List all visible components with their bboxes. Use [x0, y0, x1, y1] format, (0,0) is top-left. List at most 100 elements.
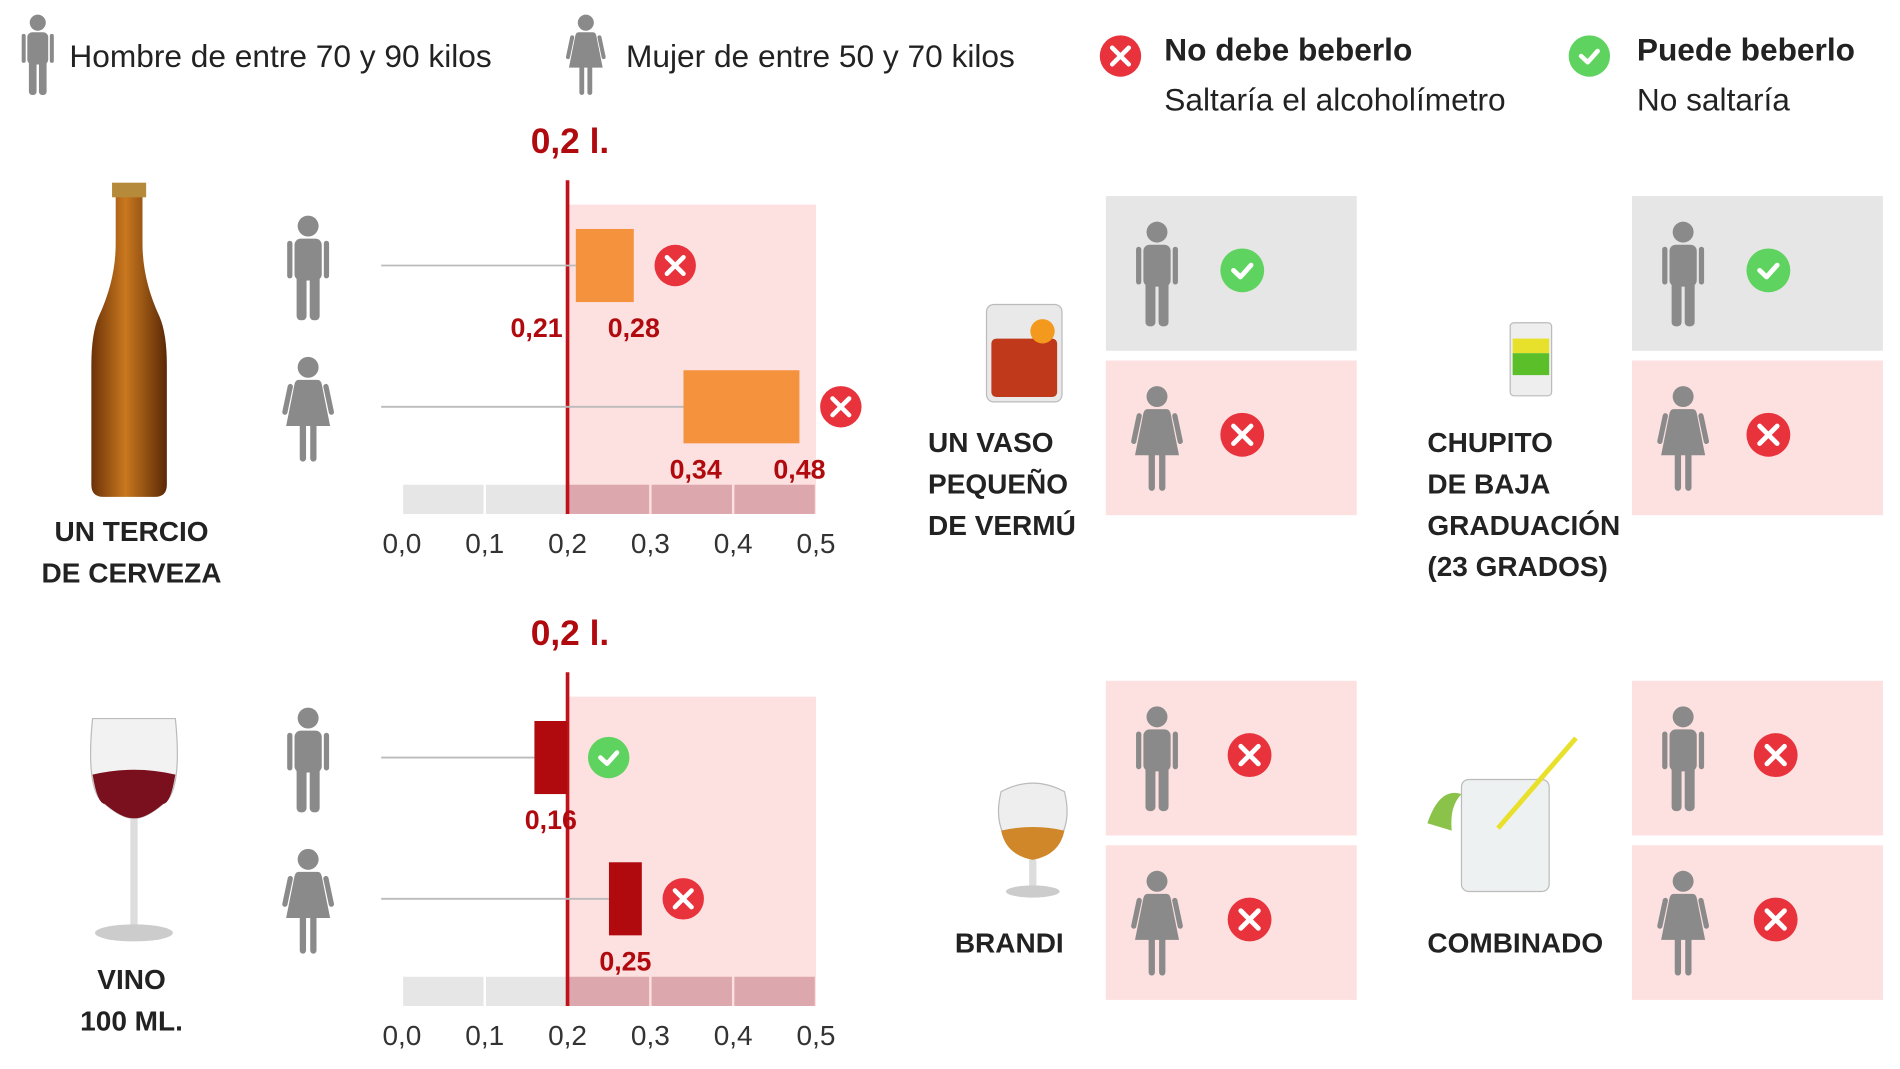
leg: [38, 59, 47, 95]
x-tick-label: 0,1: [465, 1020, 504, 1051]
dress: [1661, 409, 1706, 456]
drink-label: UN TERCIO: [55, 516, 209, 547]
value-label: 0,48: [773, 454, 825, 484]
drink-label: (23 GRADOS): [1427, 551, 1607, 582]
verdict-icon-no: [654, 244, 696, 287]
limit-label: 0,2 l.: [531, 614, 610, 653]
arm: [1698, 246, 1705, 285]
cross: [1757, 423, 1780, 446]
arm: [282, 875, 293, 907]
woman-icon: [565, 14, 606, 95]
arm: [1131, 413, 1142, 444]
axis-segment: [485, 484, 567, 514]
leg: [587, 64, 593, 95]
verdict-circle: [1568, 35, 1611, 77]
woman-icon: [1657, 386, 1710, 491]
verdict-icon-yes: [1568, 35, 1611, 77]
legend-no-text: Saltaría el alcoholímetro: [1164, 82, 1505, 118]
cross: [1238, 908, 1261, 931]
arm: [282, 383, 293, 415]
verdict-icon-no: [820, 386, 862, 428]
arm: [1698, 413, 1710, 444]
drink-label: UN VASO: [928, 427, 1053, 458]
leg: [28, 59, 37, 95]
dress: [568, 32, 603, 68]
axis-segment: [651, 484, 732, 514]
torso: [27, 32, 49, 65]
woman-icon: [282, 848, 335, 954]
drink-label: GRADUACIÓN: [1427, 510, 1620, 541]
leg: [1684, 280, 1695, 327]
limit-label: 0,2 l.: [531, 122, 610, 161]
cross: [1764, 908, 1787, 931]
torso: [1669, 729, 1697, 772]
leg: [1671, 765, 1682, 812]
woman-icon: [282, 356, 335, 462]
axis-segment: [403, 976, 484, 1006]
arm: [323, 875, 335, 907]
leg: [299, 421, 307, 462]
leg: [1158, 765, 1169, 812]
axis-segment: [485, 976, 567, 1006]
axis-segment: [734, 976, 815, 1006]
torso: [294, 730, 322, 773]
verdict-icon-yes: [1220, 248, 1265, 293]
axis-segment: [403, 484, 484, 514]
arm: [1136, 246, 1142, 285]
dress: [286, 379, 331, 426]
axis-segment: [568, 976, 650, 1006]
x-tick-label: 0,2: [548, 528, 587, 559]
arm: [287, 240, 293, 279]
arm: [1172, 413, 1183, 444]
leg: [1158, 280, 1169, 327]
leg: [299, 913, 307, 954]
leg: [296, 274, 307, 321]
x-tick-label: 0,5: [797, 1020, 836, 1051]
leg: [1674, 451, 1682, 491]
verdict-icon-no: [1753, 897, 1798, 942]
cross: [1109, 45, 1132, 67]
value-label: 0,28: [608, 313, 660, 343]
leg: [1684, 765, 1695, 812]
brandy-glass: [997, 782, 1068, 898]
drink-label: CHUPITO: [1427, 427, 1553, 458]
arm: [1131, 897, 1142, 929]
arm: [1172, 246, 1178, 285]
verdict-icon-no: [1099, 35, 1142, 77]
head: [297, 215, 319, 237]
man-icon: [1136, 706, 1178, 812]
head: [1146, 221, 1168, 243]
wine-glass: [89, 717, 178, 942]
drink-label: DE CERVEZA: [42, 557, 222, 588]
torso: [1143, 729, 1171, 772]
leg: [1159, 451, 1166, 491]
man-icon: [1662, 221, 1705, 327]
arm: [1698, 897, 1710, 929]
content: Hombre de entre 70 y 90 kilos Mujer de en…: [21, 14, 1883, 1051]
arm: [1136, 731, 1142, 770]
legend-no-title: No debe beberlo: [1164, 32, 1412, 68]
leg: [1148, 451, 1155, 491]
arm: [1172, 731, 1178, 770]
bar: [575, 228, 634, 303]
man-icon: [21, 14, 54, 95]
arm: [1657, 413, 1668, 444]
leg: [1159, 935, 1166, 976]
man-icon: [1662, 706, 1705, 812]
woman-icon: [1131, 870, 1183, 976]
verdict-icon-no: [662, 878, 704, 920]
cross: [672, 888, 694, 910]
verdict-icon-yes: [1746, 248, 1791, 293]
x-tick-label: 0,4: [714, 1020, 753, 1051]
bar: [534, 720, 568, 795]
cross: [1764, 743, 1787, 767]
axis-segment: [651, 976, 732, 1006]
x-tick-label: 0,2: [548, 1020, 587, 1051]
head: [1146, 386, 1168, 408]
axis-segment: [568, 484, 650, 514]
leg: [1148, 935, 1155, 976]
head: [577, 14, 594, 31]
shot-glass: [1509, 322, 1553, 397]
woman-icon: [1131, 386, 1183, 491]
verdict-icon-yes: [588, 736, 630, 779]
